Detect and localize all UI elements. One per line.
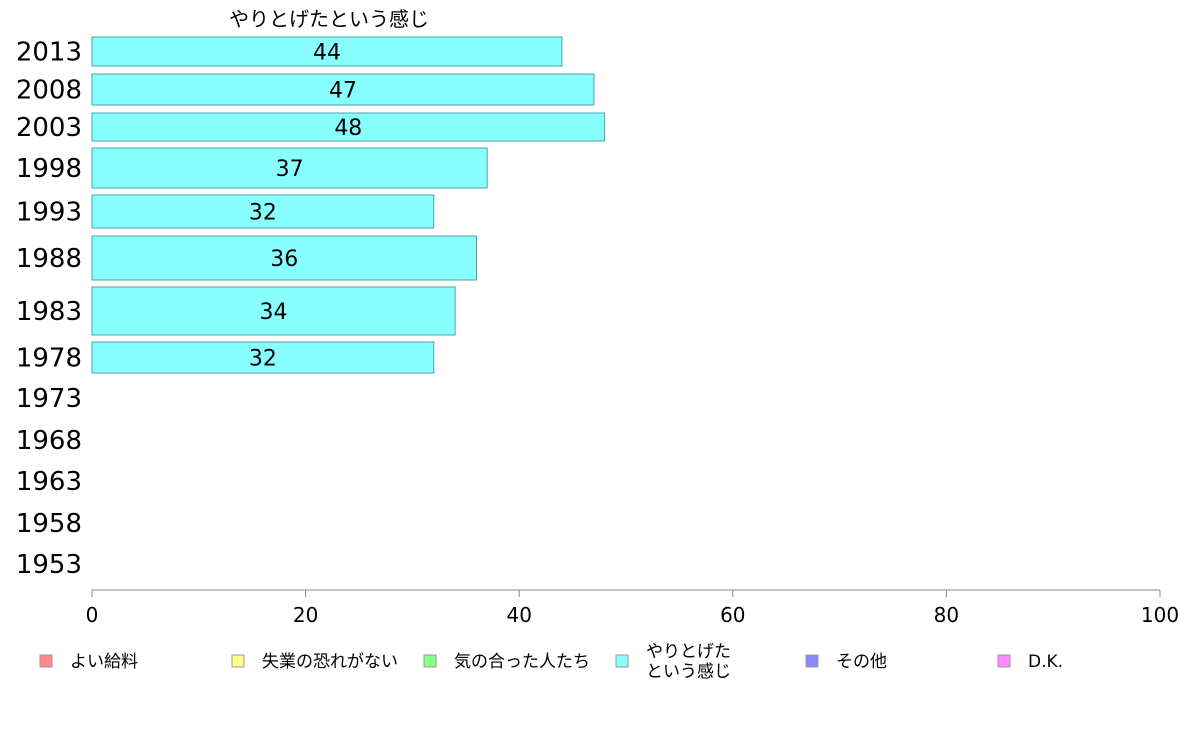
bar — [91, 147, 488, 189]
bar — [91, 73, 595, 106]
x-tick-label: 60 — [720, 603, 745, 627]
chart-title: やりとげたという感じ — [229, 7, 429, 31]
year-label: 2003 — [16, 113, 82, 143]
year-label: 1968 — [16, 426, 82, 456]
legend-swatch — [231, 654, 245, 668]
year-label: 1973 — [16, 384, 82, 414]
year-label: 1983 — [16, 297, 82, 327]
year-label: 1993 — [16, 198, 82, 228]
data-label: 32 — [249, 201, 277, 226]
legend-label: D.K. — [1028, 652, 1063, 672]
data-label: 32 — [249, 347, 277, 372]
x-tick-label: 20 — [293, 603, 318, 627]
bar — [91, 286, 456, 336]
bar — [91, 194, 435, 229]
data-label: 36 — [270, 247, 298, 272]
legend-label: やりとげたという感じ — [646, 642, 731, 682]
legend: よい給料 失業の恐れがない 気の合った人たち やりとげたという感じ その他 D.K. — [39, 642, 1063, 682]
data-label: 34 — [260, 300, 288, 325]
legend-swatch — [997, 654, 1011, 668]
legend-swatch — [805, 654, 819, 668]
x-tick-label: 80 — [934, 603, 959, 627]
year-label: 1963 — [16, 467, 82, 497]
bars-group: 44 47 48 37 32 36 34 32 — [91, 36, 606, 374]
legend-label: その他 — [836, 652, 887, 672]
bar — [91, 36, 563, 67]
year-label: 1988 — [16, 244, 82, 274]
bar — [91, 112, 606, 142]
year-label: 1958 — [16, 509, 82, 539]
bar — [91, 235, 477, 281]
year-label: 2013 — [16, 38, 82, 68]
year-label: 1978 — [16, 344, 82, 374]
data-label: 47 — [329, 79, 357, 104]
legend-label: 気の合った人たち — [454, 652, 590, 672]
legend-swatch — [39, 654, 53, 668]
x-tick-label: 40 — [506, 603, 531, 627]
x-tick-label: 100 — [1141, 603, 1179, 627]
legend-swatch — [615, 654, 629, 668]
legend-label: よい給料 — [70, 652, 138, 672]
bar — [91, 341, 435, 374]
year-label: 1953 — [16, 550, 82, 580]
legend-label: 失業の恐れがない — [262, 652, 398, 672]
legend-swatch — [423, 654, 437, 668]
data-label: 44 — [313, 41, 341, 66]
year-labels-group: 2013 2008 2003 1998 1993 1988 1983 1978 1973 1968… — [16, 38, 82, 581]
year-label: 2008 — [16, 76, 82, 106]
data-label: 37 — [276, 157, 304, 182]
x-axis: 0 20 40 60 80 100 — [86, 589, 1179, 627]
data-label: 48 — [334, 116, 362, 141]
year-label: 1998 — [16, 154, 82, 184]
x-tick-label: 0 — [86, 603, 99, 627]
